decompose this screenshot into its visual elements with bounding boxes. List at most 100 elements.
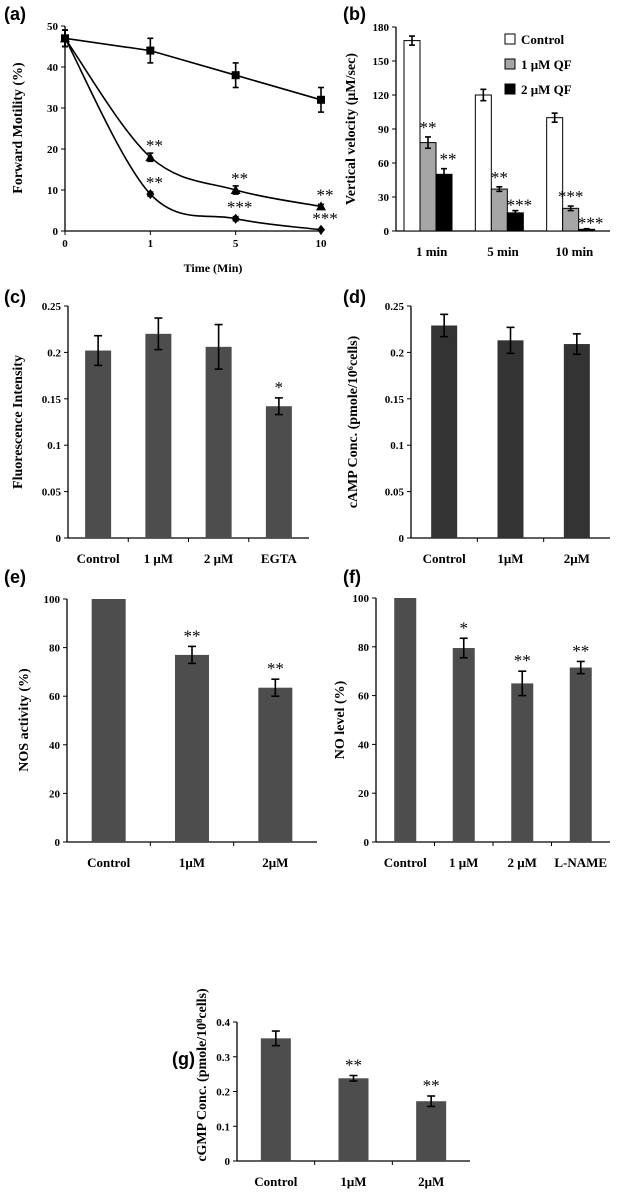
data-point [231, 213, 240, 224]
y-tick-label: 10 [47, 185, 59, 197]
category-label: 2μM [564, 551, 590, 566]
panel-label: (a) [4, 4, 26, 24]
bar [497, 340, 524, 538]
y-tick-label: 20 [49, 788, 61, 800]
y-tick-label: 180 [373, 22, 390, 34]
panel-g: 0 0.1 0.2 0.3 0.4 cGMP Conc. (pmole/10⁸cells)… [172, 988, 470, 1189]
y-axis-label: Fluorescence Intensity [11, 355, 26, 489]
category-label: L-NAME [554, 855, 607, 870]
data-point [316, 201, 326, 211]
significance-label: ** [146, 173, 163, 192]
y-tick-label: 40 [49, 740, 61, 752]
y-tick-label: 0.1 [390, 440, 404, 452]
category-label: Control [384, 855, 427, 870]
bar [474, 94, 492, 232]
y-tick-label: 40 [47, 62, 59, 74]
significance-label: *** [312, 209, 338, 228]
y-tick-label: 0.15 [385, 394, 405, 406]
bar [91, 599, 126, 842]
category-label: Control [77, 551, 120, 566]
panel-b: 0 30 60 90 120 150 180 Vertical velocity (μM/se… [343, 4, 610, 259]
y-tick-label: 0 [225, 1156, 231, 1168]
y-axis-label: cAMP Conc. (pmole/10⁶cells) [346, 335, 361, 508]
y-tick-label: 0 [399, 533, 405, 545]
y-tick-label: 80 [358, 642, 370, 654]
panel-label: (f) [343, 567, 361, 587]
data-point [317, 224, 325, 235]
bar [569, 667, 592, 842]
series-line-2 [64, 37, 322, 208]
legend-swatch [504, 33, 516, 45]
significance-label: ** [184, 626, 201, 645]
bar [205, 346, 232, 538]
y-tick-label: 0 [384, 226, 390, 238]
y-tick-label: 20 [47, 144, 59, 156]
significance-label: *** [227, 198, 253, 217]
data-point [230, 185, 241, 194]
data-point [145, 152, 156, 162]
bar [452, 648, 475, 842]
significance-label: ** [267, 659, 284, 678]
y-axis-label: Forward Motility (%) [11, 62, 26, 194]
y-tick-label: 0.25 [42, 301, 62, 313]
y-tick-label: 50 [47, 21, 59, 33]
category-label: 10 min [555, 244, 594, 259]
legend-label: Control [521, 32, 564, 47]
panel-d: 0 0.05 0.1 0.15 0.2 0.25 cAMP Conc. (pmole/10⁶… [343, 287, 610, 566]
significance-label: *** [507, 196, 533, 215]
legend-label: 1 μM QF [521, 57, 572, 72]
y-tick-label: 90 [378, 124, 390, 136]
bar [394, 598, 417, 842]
y-axis-label: cGMP Conc. (pmole/10⁸cells) [195, 988, 210, 1162]
y-tick-label: 0.1 [216, 1121, 230, 1133]
category-label: 2 μM [204, 551, 233, 566]
legend-swatch [504, 83, 516, 95]
y-tick-label: 60 [49, 691, 61, 703]
significance-label: *** [578, 214, 604, 233]
y-tick-label: 0 [364, 837, 370, 849]
panel-e: 0 20 40 60 80 100 NOS activity (%) (e) Control **… [4, 567, 317, 870]
y-tick-label: 0.1 [47, 440, 61, 452]
data-point [61, 33, 69, 44]
bar [490, 188, 508, 232]
significance-label: ** [146, 136, 163, 155]
category-label: 1μM [179, 855, 205, 870]
y-tick-label: 100 [353, 593, 370, 605]
bar [431, 325, 458, 538]
category-label: 5 min [487, 244, 519, 259]
bar [403, 40, 421, 232]
bar [260, 1038, 291, 1161]
y-tick-label: 0 [55, 837, 61, 849]
y-axis-label: NOS activity (%) [17, 668, 32, 772]
significance-label: ** [423, 1076, 440, 1095]
bar [338, 1078, 369, 1161]
category-label: 1μM [497, 551, 523, 566]
significance-label: ** [491, 168, 508, 187]
bar [419, 142, 437, 232]
category-label: 1μM [340, 1174, 366, 1189]
y-tick-label: 100 [44, 594, 61, 606]
category-label: 1 μM [144, 551, 173, 566]
y-tick-label: 60 [378, 158, 390, 170]
x-tick-label: 10 [316, 238, 328, 250]
panel-label: (c) [4, 287, 26, 307]
significance-label: ** [231, 169, 248, 188]
category-label: Control [423, 551, 466, 566]
series-line-3 [64, 37, 322, 231]
panel-label: (e) [4, 567, 26, 587]
legend-label: 2 μM QF [521, 82, 572, 97]
y-tick-label: 60 [358, 691, 370, 703]
y-tick-label: 0.2 [390, 347, 404, 359]
y-tick-label: 120 [373, 90, 390, 102]
legend-swatch [504, 58, 516, 70]
x-axis-label: Time (Min) [184, 261, 243, 275]
panel-label: (d) [343, 287, 366, 307]
significance-label: ** [420, 118, 437, 137]
bar [145, 333, 172, 538]
y-tick-label: 0.05 [385, 487, 405, 499]
y-tick-label: 0.2 [47, 347, 61, 359]
legend: Control 1 μM QF 2 μM QF [504, 32, 572, 97]
data-point [146, 46, 155, 55]
y-tick-label: 150 [373, 56, 390, 68]
x-tick-label: 1 [148, 238, 154, 250]
